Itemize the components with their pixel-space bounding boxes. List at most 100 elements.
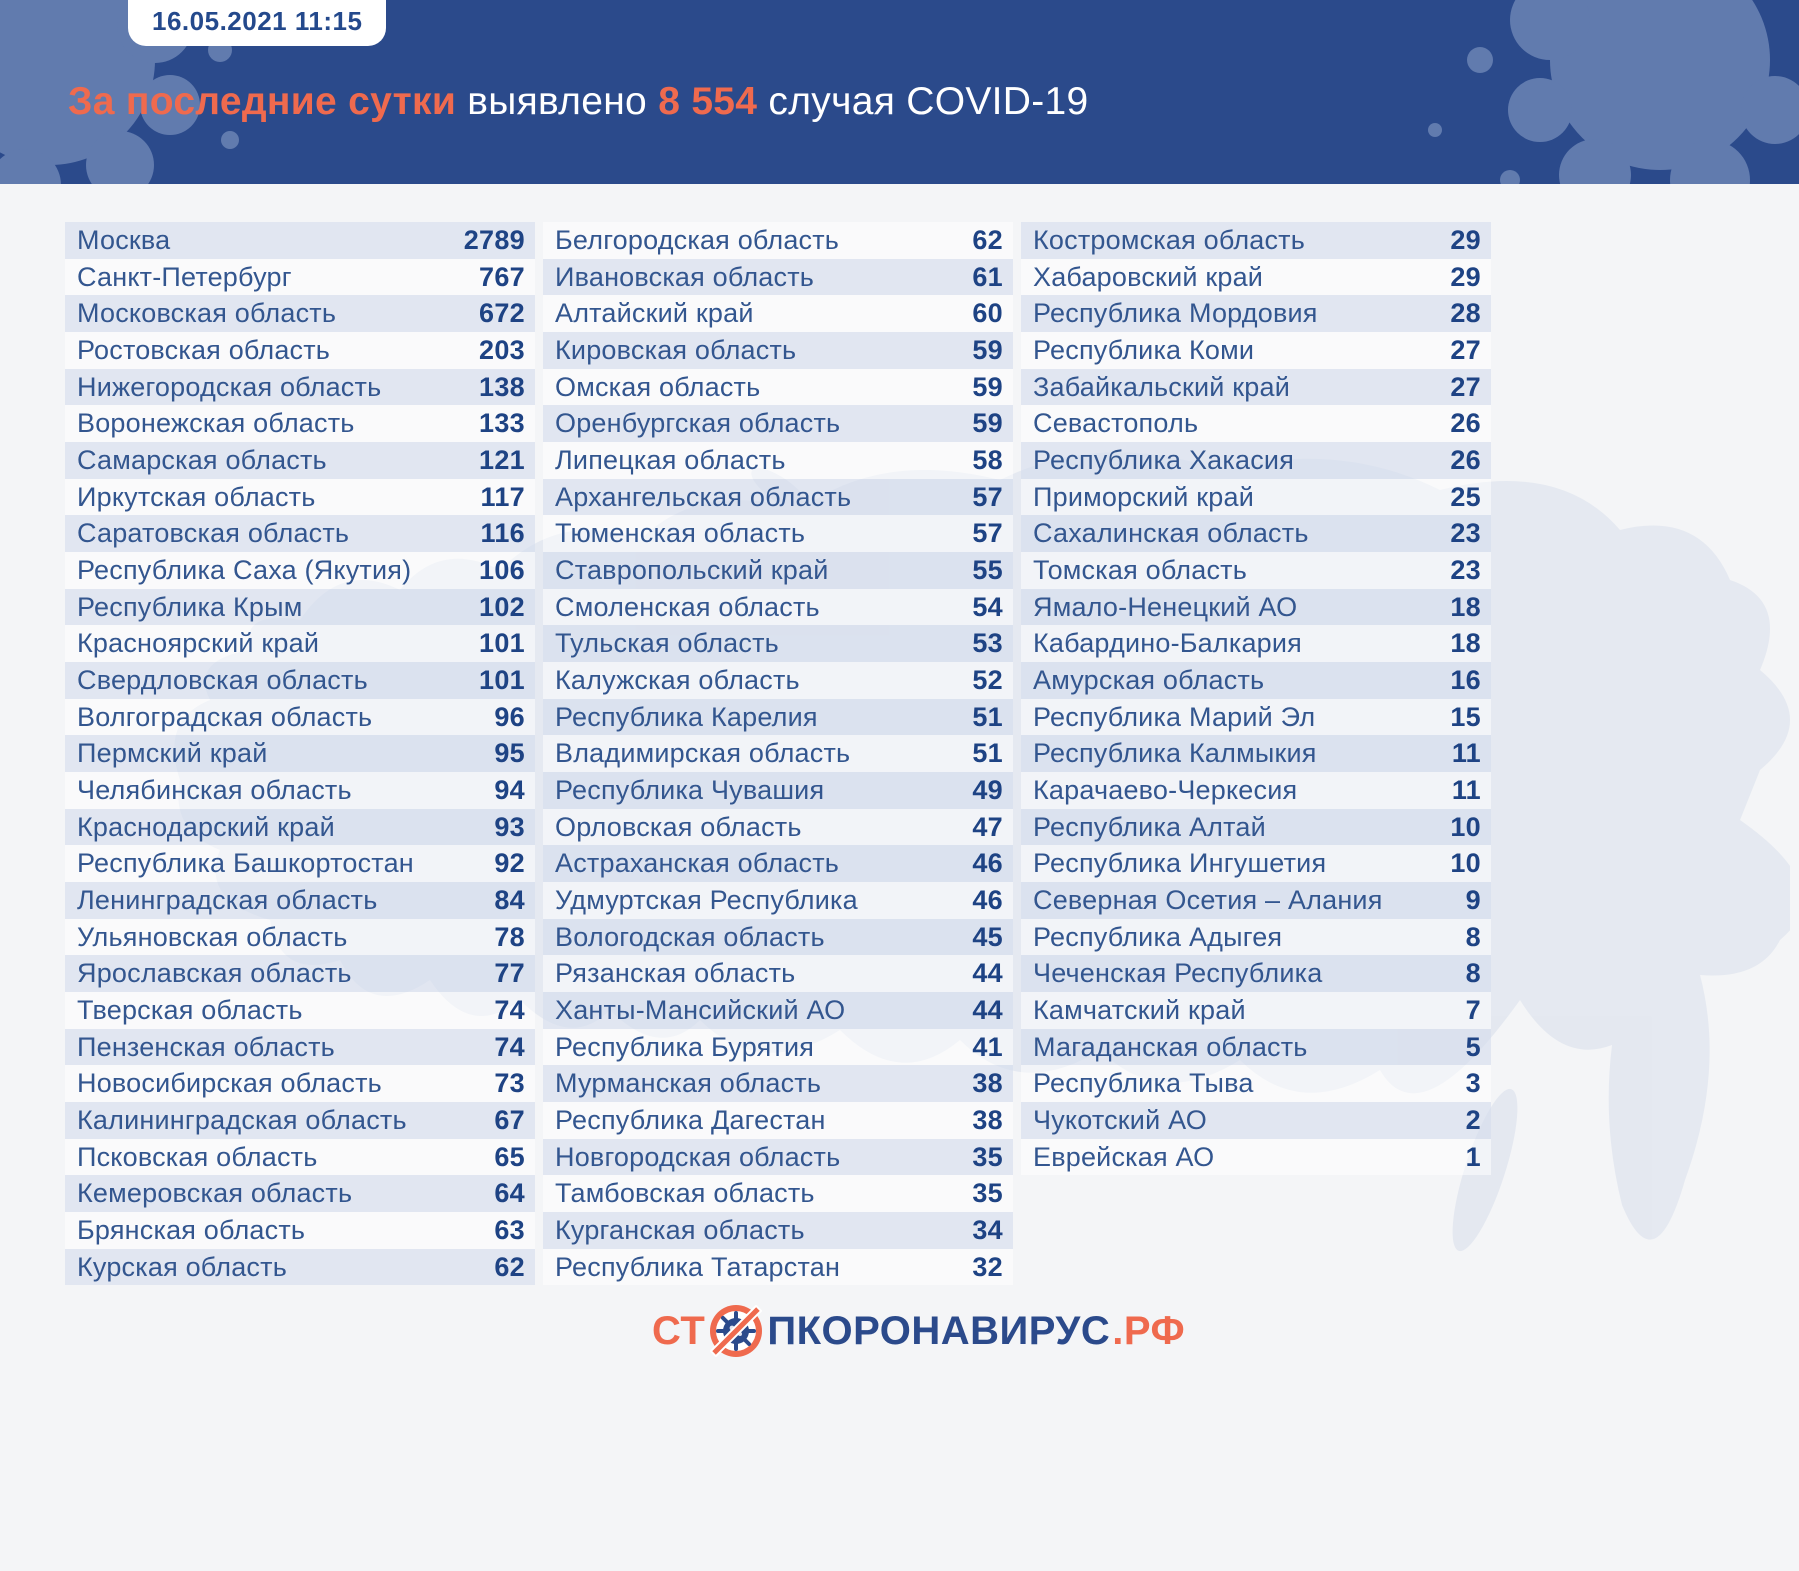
table-row: Липецкая область 58 <box>543 442 1013 479</box>
region-value: 51 <box>972 701 1003 732</box>
table-row: Республика Ингушетия 10 <box>1021 845 1491 883</box>
table-row: Амурская область 16 <box>1021 662 1491 699</box>
region-value: 92 <box>494 848 525 879</box>
table-row: Красноярский край 101 <box>65 625 535 663</box>
region-name: Калининградская область <box>77 1104 407 1135</box>
region-name: Москва <box>77 224 171 255</box>
title-accent-period: За последние сутки <box>68 80 457 123</box>
table-row: Алтайский край 60 <box>543 295 1013 333</box>
table-row: Санкт-Петербург 767 <box>65 258 535 296</box>
region-name: Республика Адыгея <box>1033 921 1283 952</box>
region-name: Севастополь <box>1033 408 1199 439</box>
region-name: Курганская область <box>555 1214 805 1245</box>
region-name: Омская область <box>555 371 761 402</box>
region-name: Ивановская область <box>555 261 815 292</box>
table-column-1: Москва 2789 Санкт-Петербург 767 Московская о… <box>65 222 535 1286</box>
region-name: Республика Дагестан <box>555 1104 826 1135</box>
table-row: Омская область 59 <box>543 368 1013 406</box>
table-row: Иркутская область 117 <box>65 478 535 516</box>
region-value: 57 <box>972 518 1003 549</box>
table-row: Рязанская область 44 <box>543 955 1013 993</box>
table-row: Чукотский АО 2 <box>1021 1102 1491 1139</box>
region-value: 29 <box>1450 261 1481 292</box>
region-name: Алтайский край <box>555 298 754 329</box>
region-value: 23 <box>1450 518 1481 549</box>
table-row: Тверская область 74 <box>65 992 535 1029</box>
table-row: Республика Калмыкия 11 <box>1021 735 1491 773</box>
table-row: Еврейская АО 1 <box>1021 1138 1491 1176</box>
table-row: Ханты-Мансийский АО 44 <box>543 992 1013 1029</box>
region-value: 767 <box>479 261 525 292</box>
title-accent-count: 8 554 <box>658 80 758 123</box>
region-value: 41 <box>972 1031 1003 1062</box>
region-value: 11 <box>1451 738 1481 769</box>
region-value: 8 <box>1465 921 1481 952</box>
table-row: Приморский край 25 <box>1021 478 1491 516</box>
region-name: Мурманская область <box>555 1068 822 1099</box>
region-name: Республика Карелия <box>555 701 818 732</box>
region-value: 18 <box>1450 628 1481 659</box>
region-value: 62 <box>972 224 1003 255</box>
region-name: Ставропольский край <box>555 554 829 585</box>
region-name: Тюменская область <box>555 518 806 549</box>
region-name: Санкт-Петербург <box>77 261 292 292</box>
table-row: Магаданская область 5 <box>1021 1028 1491 1066</box>
table-row: Республика Коми 27 <box>1021 332 1491 369</box>
table-row: Республика Бурятия 41 <box>543 1028 1013 1066</box>
region-name: Республика Саха (Якутия) <box>77 554 412 585</box>
region-value: 7 <box>1465 994 1481 1025</box>
logo-prefix: СТ <box>652 1308 706 1353</box>
region-value: 1 <box>1465 1141 1481 1172</box>
table-row: Псковская область 65 <box>65 1138 535 1176</box>
region-name: Пермский край <box>77 738 268 769</box>
table-row: Москва 2789 <box>65 222 535 259</box>
logo-middle: ПКОРОНАВИРУС <box>767 1308 1111 1353</box>
region-name: Свердловская область <box>77 664 368 695</box>
region-name: Воронежская область <box>77 408 355 439</box>
region-value: 32 <box>972 1251 1003 1282</box>
region-name: Еврейская АО <box>1033 1141 1215 1172</box>
table-row: Ивановская область 61 <box>543 258 1013 296</box>
region-name: Хабаровский край <box>1033 261 1264 292</box>
date-badge: 16.05.2021 11:15 <box>128 0 387 46</box>
table-row: Костромская область 29 <box>1021 222 1491 259</box>
region-value: 59 <box>972 408 1003 439</box>
region-name: Амурская область <box>1033 664 1265 695</box>
region-value: 101 <box>479 664 525 695</box>
region-value: 102 <box>479 591 525 622</box>
table-row: Орловская область 47 <box>543 808 1013 846</box>
region-value: 67 <box>494 1104 525 1135</box>
region-name: Республика Коми <box>1033 334 1255 365</box>
table-row: Пермский край 95 <box>65 735 535 773</box>
table-row: Хабаровский край 29 <box>1021 258 1491 296</box>
table-row: Тамбовская область 35 <box>543 1175 1013 1213</box>
region-value: 94 <box>494 774 525 805</box>
region-name: Кемеровская область <box>77 1178 353 1209</box>
region-name: Калужская область <box>555 664 800 695</box>
region-value: 73 <box>494 1068 525 1099</box>
region-value: 26 <box>1450 444 1481 475</box>
table-row: Забайкальский край 27 <box>1021 368 1491 406</box>
region-name: Республика Алтай <box>1033 811 1266 842</box>
region-name: Республика Тыва <box>1033 1068 1254 1099</box>
region-value: 77 <box>494 958 525 989</box>
table-row: Нижегородская область 138 <box>65 368 535 406</box>
title-plain-1: выявлено <box>456 80 659 123</box>
region-value: 11 <box>1451 774 1481 805</box>
region-name: Томская область <box>1033 554 1247 585</box>
region-name: Ханты-Мансийский АО <box>555 994 846 1025</box>
region-name: Республика Татарстан <box>555 1251 841 1282</box>
table-row: Республика Татарстан 32 <box>543 1248 1013 1286</box>
region-value: 47 <box>972 811 1003 842</box>
region-name: Рязанская область <box>555 958 796 989</box>
region-name: Магаданская область <box>1033 1031 1308 1062</box>
logo-suffix: .РФ <box>1112 1308 1186 1353</box>
region-name: Ямало-Ненецкий АО <box>1033 591 1298 622</box>
region-name: Республика Башкортостан <box>77 848 414 879</box>
table-row: Республика Марий Эл 15 <box>1021 698 1491 736</box>
region-value: 26 <box>1450 408 1481 439</box>
region-name: Ульяновская область <box>77 921 348 952</box>
region-value: 46 <box>972 884 1003 915</box>
region-name: Белгородская область <box>555 224 840 255</box>
table-row: Свердловская область 101 <box>65 662 535 699</box>
